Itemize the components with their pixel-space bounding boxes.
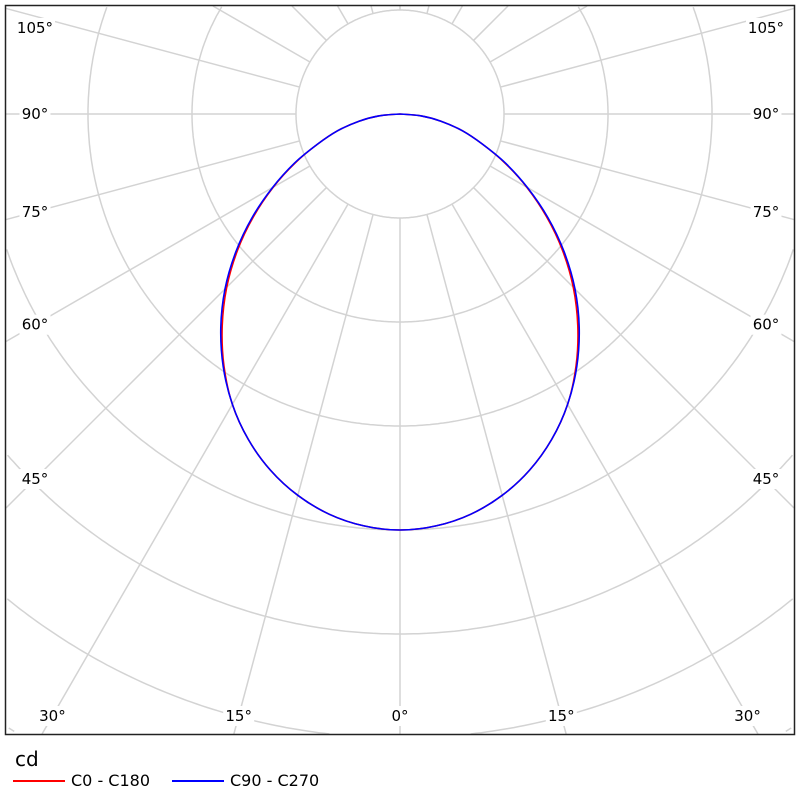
angle-label-bg — [545, 706, 577, 726]
grid-spoke — [212, 5, 311, 63]
legend-label: C90 - C270 — [230, 771, 320, 790]
angle-label-bottom-right: 30° — [734, 707, 761, 725]
grid-spoke — [489, 165, 795, 343]
angle-label-bg — [750, 201, 782, 222]
grid-ring — [191, 6, 609, 323]
angle-label-bg — [19, 104, 51, 124]
grid-spoke — [5, 140, 300, 221]
angle-label-bg — [389, 706, 411, 726]
legend-item-c0-c180: C0 - C180 — [13, 771, 150, 791]
angle-label-bg — [750, 469, 782, 489]
angle-label-bottom-left: 30° — [39, 707, 66, 725]
angle-label-right: 45° — [753, 470, 780, 488]
angle-label-left: 45° — [22, 470, 49, 488]
grid-ring — [6, 598, 794, 735]
angle-labels: 105° 105° 90° 90° 75° 75° 60° 60° 45° 45° 30° 30° 15… — [15, 18, 786, 726]
angle-label-right: 90° — [753, 105, 780, 123]
grid-spoke — [473, 187, 795, 509]
grid-spoke — [451, 5, 464, 25]
angle-label-left: 90° — [22, 105, 49, 123]
curves — [219, 113, 581, 531]
grid-spoke — [500, 7, 795, 88]
grid-spoke — [336, 5, 349, 25]
angle-label-bottom-left: 15° — [225, 707, 252, 725]
angle-label-bg — [746, 18, 786, 38]
grid-ring — [8, 727, 792, 733]
legend-swatch-red — [13, 780, 65, 782]
angle-label-left: 105° — [17, 19, 53, 37]
grid-spoke — [41, 203, 349, 735]
grid-spoke — [426, 214, 567, 735]
grid-spoke — [5, 165, 311, 343]
angle-label-right: 105° — [748, 19, 784, 37]
angle-label-right: 60° — [753, 316, 780, 334]
angle-label-bg — [36, 706, 68, 726]
angle-label-bg — [19, 314, 51, 335]
grid-ring — [7, 454, 793, 635]
grid-spoke — [370, 5, 374, 14]
grid-spoke — [500, 140, 795, 221]
polar-grid — [5, 5, 795, 735]
angle-label-left: 60° — [22, 316, 49, 334]
angle-label-bottom: 0° — [391, 707, 408, 725]
grid-spoke — [291, 5, 327, 41]
legend-swatch-blue — [172, 780, 224, 782]
angle-label-bg — [750, 314, 782, 335]
legend-label: C0 - C180 — [71, 771, 151, 790]
plot-frame — [4, 4, 796, 736]
grid-spoke — [426, 5, 430, 14]
angle-label-bg — [223, 706, 255, 726]
angle-label-bg — [732, 706, 764, 726]
angle-label-bg — [19, 201, 51, 222]
grid-spoke — [5, 187, 327, 509]
legend-item-c90-c270: C90 - C270 — [172, 771, 319, 791]
grid-ring — [87, 7, 713, 427]
unit-label: cd — [15, 747, 39, 771]
angle-label-bg — [750, 104, 782, 124]
angle-label-bg — [19, 469, 51, 489]
grid-spoke — [233, 214, 374, 735]
angle-label-right: 75° — [753, 203, 780, 221]
grid-spoke — [489, 5, 588, 63]
angle-label-bottom-right: 15° — [548, 707, 575, 725]
grid-spoke — [451, 203, 759, 735]
angle-label-bg — [15, 18, 55, 38]
angle-label-left: 75° — [22, 203, 49, 221]
series-curve-c90-c270 — [219, 113, 581, 531]
grid-spoke — [473, 5, 509, 41]
